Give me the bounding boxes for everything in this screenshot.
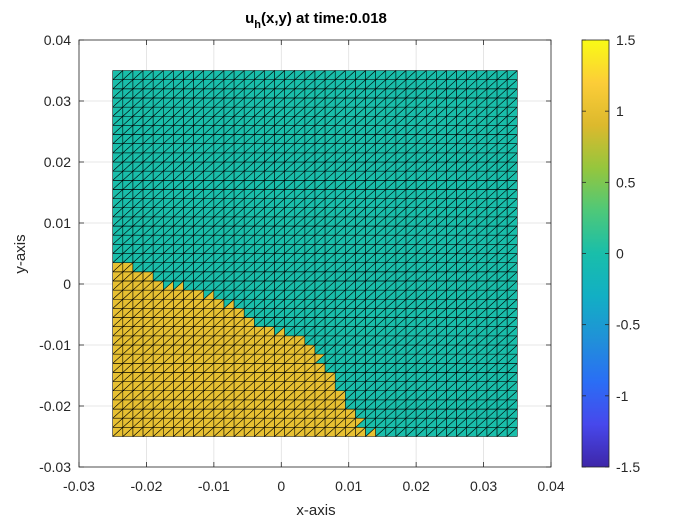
mesh-triangle bbox=[132, 70, 144, 80]
colorbar-tick-label: -1.5 bbox=[616, 459, 640, 475]
mesh-triangle bbox=[385, 70, 397, 80]
mesh-triangle bbox=[395, 70, 407, 80]
x-tick-label: 0 bbox=[277, 478, 285, 494]
mesh-triangle bbox=[142, 70, 154, 80]
mesh-triangle bbox=[304, 70, 316, 80]
colorbar-tick-label: 1 bbox=[616, 103, 624, 119]
mesh-triangle bbox=[405, 70, 417, 80]
mesh-triangle bbox=[355, 70, 366, 80]
mesh-triangle bbox=[466, 70, 478, 80]
mesh-plot bbox=[112, 70, 518, 437]
mesh-triangle bbox=[183, 70, 194, 80]
colorbar-ticks bbox=[582, 39, 609, 468]
colorbar-tick-label: 0 bbox=[616, 246, 624, 262]
colorbar-tick-label: 1.5 bbox=[616, 32, 636, 48]
y-tick-labels: -0.03 -0.02 -0.01 0 0.01 0.02 0.03 0.04 bbox=[39, 32, 71, 475]
mesh-triangle bbox=[446, 70, 457, 80]
mesh-triangle bbox=[425, 70, 437, 80]
mesh-triangle bbox=[365, 70, 376, 80]
y-tick-label: 0.03 bbox=[44, 93, 71, 109]
mesh-triangle bbox=[456, 70, 467, 80]
mesh-triangle bbox=[122, 70, 134, 80]
x-tick-label: 0.01 bbox=[335, 478, 362, 494]
x-tick-label: 0.03 bbox=[470, 478, 497, 494]
mesh-triangle bbox=[486, 70, 498, 80]
mesh-triangle bbox=[152, 70, 164, 80]
mesh-triangle bbox=[203, 70, 215, 80]
y-tick-label: 0.01 bbox=[44, 215, 71, 231]
mesh-triangle bbox=[213, 70, 225, 80]
y-tick-label: -0.03 bbox=[39, 459, 71, 475]
colorbar-tick-label: -0.5 bbox=[616, 317, 640, 333]
colorbar bbox=[581, 39, 610, 468]
colorbar-tick-label: 0.5 bbox=[616, 174, 636, 190]
mesh-triangle bbox=[274, 70, 285, 80]
x-tick-label: 0.02 bbox=[403, 478, 430, 494]
mesh-triangle bbox=[345, 70, 356, 80]
title-rest: (x,y) at time:0.018 bbox=[261, 10, 387, 27]
mesh-triangle bbox=[173, 70, 184, 80]
x-tick-label: -0.02 bbox=[130, 478, 162, 494]
mesh-triangle bbox=[254, 70, 265, 80]
y-tick-label: -0.02 bbox=[39, 398, 71, 414]
title-subscript: h bbox=[254, 19, 261, 31]
mesh-triangle bbox=[223, 70, 235, 80]
mesh-triangle bbox=[294, 70, 306, 80]
y-tick-label: 0.04 bbox=[44, 32, 71, 48]
mesh-triangle bbox=[112, 70, 124, 80]
mesh-triangle bbox=[496, 70, 508, 80]
mesh-triangle bbox=[314, 70, 326, 80]
axes-box bbox=[78, 39, 552, 468]
mesh-triangle bbox=[233, 70, 245, 80]
mesh-triangle bbox=[436, 70, 447, 80]
x-tick-label: -0.01 bbox=[198, 478, 230, 494]
y-tick-label: -0.01 bbox=[39, 337, 71, 353]
y-tick-label: 0.02 bbox=[44, 154, 71, 170]
colorbar-tick-label: -1 bbox=[616, 388, 629, 404]
x-tick-label: 0.04 bbox=[537, 478, 564, 494]
chart-title: uh(x,y) at time:0.018 bbox=[245, 10, 387, 31]
mesh-triangle bbox=[243, 70, 255, 80]
mesh-triangle bbox=[375, 70, 387, 80]
y-tick-label: 0 bbox=[63, 276, 71, 292]
title-main: u bbox=[245, 10, 254, 27]
mesh-triangle bbox=[476, 70, 488, 80]
mesh-triangle bbox=[264, 70, 275, 80]
colorbar-tick-labels: 1.5 1 0.5 0 -0.5 -1 -1.5 bbox=[616, 32, 640, 475]
mesh-triangle bbox=[163, 70, 174, 80]
mesh-triangle bbox=[506, 70, 518, 80]
mesh-triangle bbox=[334, 70, 346, 80]
x-tick-labels: -0.03 -0.02 -0.01 0 0.01 0.02 0.03 0.04 bbox=[63, 478, 565, 494]
mesh-triangle bbox=[415, 70, 427, 80]
y-axis-label: y-axis bbox=[12, 234, 29, 273]
x-tick-label: -0.03 bbox=[63, 478, 95, 494]
mesh-triangle bbox=[324, 70, 336, 80]
mesh-triangle bbox=[193, 70, 205, 80]
x-axis-label: x-axis bbox=[296, 502, 335, 519]
mesh-triangle bbox=[284, 70, 296, 80]
